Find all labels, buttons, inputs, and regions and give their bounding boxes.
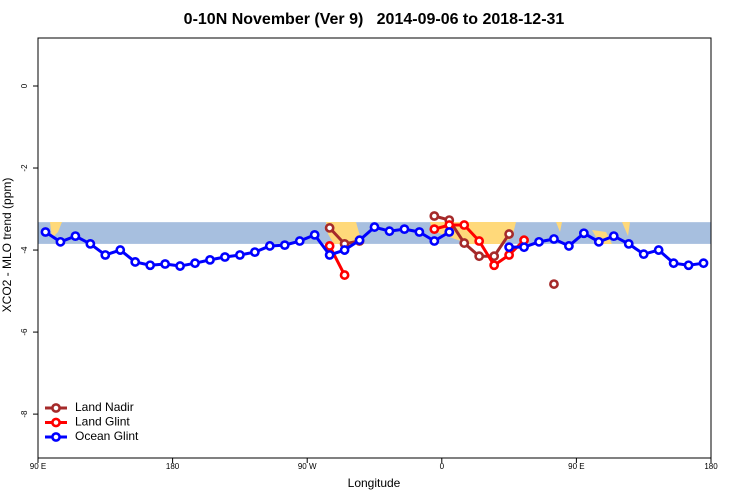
y-tick-label: 0 — [20, 83, 29, 88]
point — [354, 235, 365, 246]
point — [459, 220, 470, 230]
plot — [40, 211, 709, 289]
point — [504, 229, 514, 239]
point — [234, 250, 245, 260]
point — [444, 227, 455, 237]
legend-label: Land Glint — [75, 415, 130, 429]
x-tick-label: 180 — [166, 462, 180, 471]
x-tick-label: 90 W — [298, 462, 317, 471]
point — [593, 236, 604, 247]
point — [698, 258, 709, 269]
point — [459, 238, 470, 248]
point — [668, 258, 679, 269]
point — [534, 236, 544, 247]
legend-label: Ocean Glint — [75, 429, 139, 443]
land — [592, 230, 612, 244]
point — [115, 245, 126, 255]
y-tick-label: -4 — [20, 246, 29, 254]
point — [190, 258, 200, 269]
point — [160, 259, 171, 269]
point — [489, 260, 500, 271]
band-group — [38, 222, 711, 244]
point — [339, 270, 350, 280]
point — [638, 249, 649, 260]
legend-marker — [51, 432, 61, 442]
point — [384, 226, 395, 237]
point — [578, 228, 589, 239]
point — [40, 227, 51, 237]
point — [474, 251, 485, 262]
point — [55, 236, 66, 247]
legend-marker — [51, 403, 61, 413]
x-tick-label: 0 — [440, 462, 445, 471]
point — [130, 257, 141, 267]
point — [429, 211, 440, 221]
point — [324, 250, 335, 260]
point — [85, 238, 96, 249]
x-tick-label: 180 — [704, 462, 718, 471]
plot-frame — [37, 37, 712, 459]
point — [100, 250, 111, 260]
point — [429, 236, 440, 246]
point — [489, 251, 500, 262]
x-axis-label: Longitude — [348, 476, 401, 490]
point — [145, 260, 156, 271]
point — [608, 231, 619, 242]
point — [324, 241, 335, 251]
point — [623, 238, 634, 249]
y-tick-label: -6 — [20, 328, 29, 336]
point — [175, 261, 185, 271]
point — [504, 242, 514, 253]
point — [504, 250, 514, 260]
point — [324, 223, 335, 233]
point — [399, 224, 410, 235]
band — [38, 222, 711, 244]
point — [474, 236, 485, 246]
point — [653, 245, 664, 255]
point — [309, 229, 320, 240]
point — [264, 241, 275, 251]
point — [429, 224, 440, 235]
point — [369, 222, 380, 232]
point — [249, 247, 260, 258]
point — [294, 236, 305, 246]
y-tick-label: -8 — [20, 410, 29, 418]
point — [519, 242, 529, 253]
legend-label: Land Nadir — [75, 400, 134, 414]
point — [564, 241, 574, 251]
land — [556, 222, 562, 232]
point — [414, 227, 425, 237]
land — [622, 222, 630, 236]
point — [205, 254, 215, 265]
point — [549, 234, 559, 244]
x-tick-label: 90 E — [30, 462, 46, 471]
y-axis-label: XCO2 - MLO trend (ppm) — [0, 178, 14, 313]
legend-marker — [51, 417, 61, 428]
point — [279, 240, 290, 251]
point — [70, 231, 81, 242]
point — [339, 245, 350, 255]
x-tick-label: 90 E — [568, 462, 584, 471]
point — [549, 279, 559, 289]
land — [50, 222, 62, 238]
point — [220, 252, 230, 262]
y-tick-label: -2 — [20, 164, 29, 172]
chart-title: 0-10N November (Ver 9) 2014-09-06 to 201… — [184, 11, 565, 28]
point — [683, 260, 694, 271]
